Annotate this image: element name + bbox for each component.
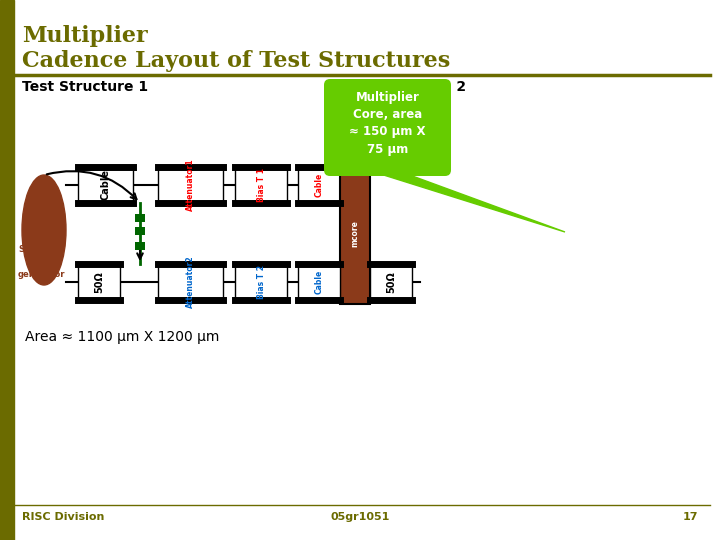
- Bar: [370, 264, 412, 300]
- Text: Test Structure 2: Test Structure 2: [340, 80, 466, 94]
- Text: 50Ω: 50Ω: [94, 271, 104, 293]
- FancyBboxPatch shape: [324, 79, 451, 176]
- Bar: [158, 264, 223, 300]
- Text: Cadence Layout of Test Structures: Cadence Layout of Test Structures: [22, 50, 450, 72]
- Bar: [135, 227, 145, 235]
- Bar: [135, 214, 145, 222]
- Text: Signal: Signal: [18, 245, 48, 254]
- Bar: [0, 0, 14, 540]
- Bar: [235, 264, 287, 300]
- Text: Multiplier
Core, area
≈ 150 μm X
75 μm: Multiplier Core, area ≈ 150 μm X 75 μm: [349, 91, 426, 156]
- Text: mcore: mcore: [351, 220, 359, 247]
- Polygon shape: [364, 169, 565, 232]
- Bar: [78, 264, 120, 300]
- Text: 17: 17: [683, 512, 698, 522]
- Text: generator: generator: [18, 270, 66, 279]
- Bar: [298, 167, 340, 203]
- Text: Bias T 1: Bias T 1: [256, 168, 266, 202]
- Bar: [235, 167, 287, 203]
- Bar: [78, 167, 133, 203]
- Text: Attenuator1: Attenuator1: [186, 159, 195, 211]
- Text: Cable: Cable: [101, 170, 110, 200]
- Text: RISC Division: RISC Division: [22, 512, 104, 522]
- Bar: [340, 163, 370, 304]
- Text: Cable: Cable: [315, 270, 323, 294]
- Bar: [135, 242, 145, 250]
- Bar: [298, 264, 340, 300]
- Text: Bias T 2: Bias T 2: [256, 265, 266, 299]
- Text: 05gr1051: 05gr1051: [330, 512, 390, 522]
- Text: Cable: Cable: [315, 173, 323, 197]
- Text: Test Structure 1: Test Structure 1: [22, 80, 148, 94]
- Bar: [158, 167, 223, 203]
- Text: 50Ω: 50Ω: [386, 271, 396, 293]
- Ellipse shape: [22, 175, 66, 285]
- Text: Attenuator2: Attenuator2: [186, 255, 195, 308]
- Text: Multiplier: Multiplier: [22, 25, 148, 47]
- Text: Area ≈ 1100 μm X 1200 μm: Area ≈ 1100 μm X 1200 μm: [25, 330, 220, 344]
